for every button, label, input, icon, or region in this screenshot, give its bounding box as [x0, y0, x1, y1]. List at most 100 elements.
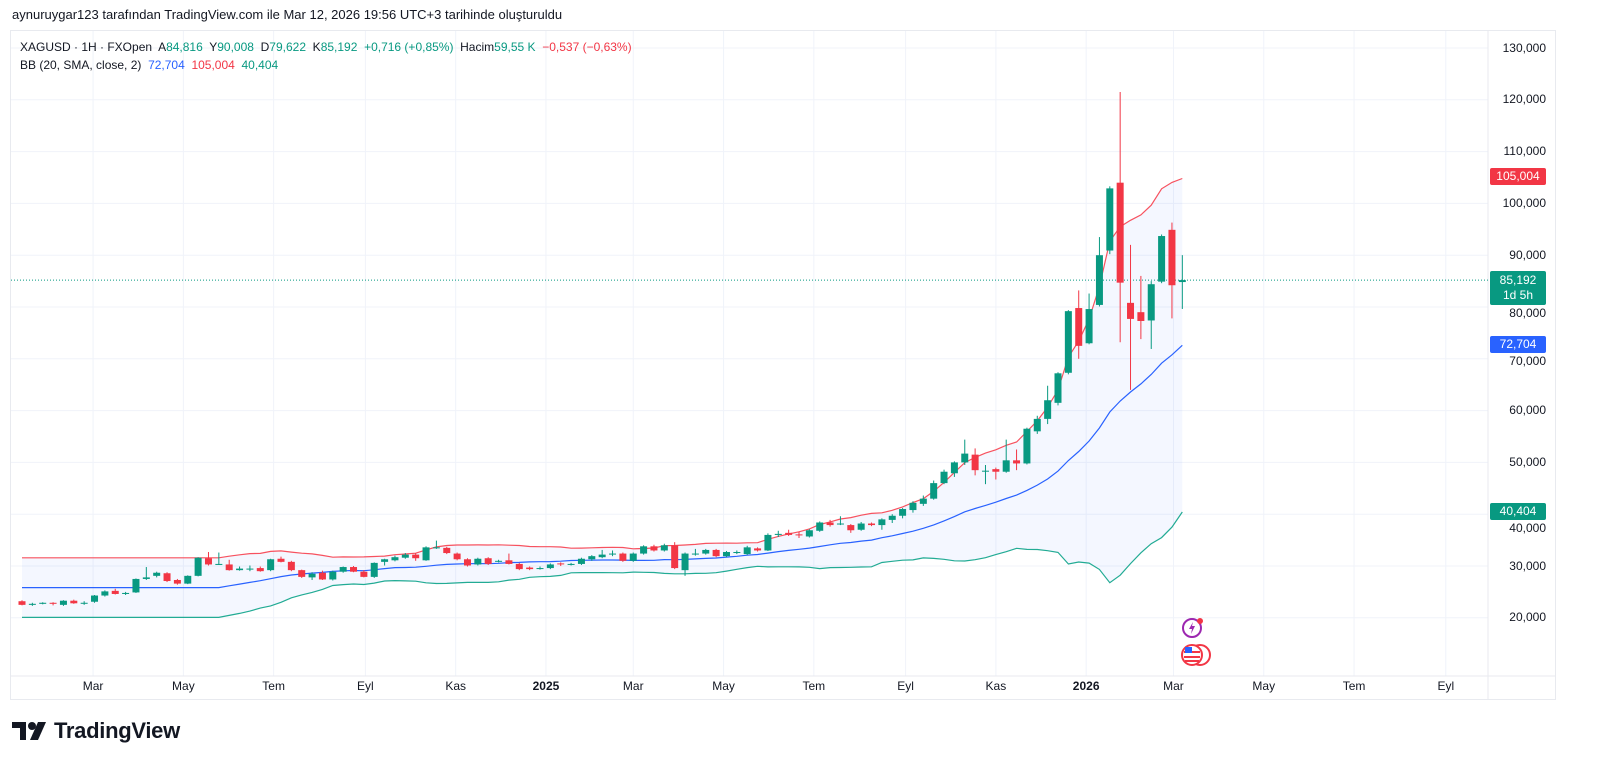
us-flag-event-icon[interactable]: [1180, 643, 1212, 672]
candle: [526, 566, 534, 571]
candle-body: [236, 568, 244, 571]
candle-body: [484, 558, 492, 564]
candle-body: [1127, 302, 1135, 319]
candle: [101, 590, 109, 597]
bb-basis-value: 72,704: [148, 58, 185, 72]
time-tick-label: May: [712, 679, 735, 693]
candle: [298, 569, 306, 578]
candle-body: [1158, 236, 1166, 282]
candle: [432, 540, 440, 549]
candle: [194, 557, 202, 577]
candle: [1147, 281, 1155, 349]
symbol-label[interactable]: XAGUSD · 1H · FXOpen: [20, 40, 153, 54]
candle: [70, 599, 78, 604]
candle: [836, 516, 844, 526]
candle: [1054, 372, 1062, 406]
candle-body: [660, 545, 668, 551]
candle-body: [1147, 284, 1155, 321]
candle: [992, 467, 1000, 480]
candle: [619, 552, 627, 562]
candle-body: [142, 577, 150, 579]
time-tick-label: Mar: [622, 679, 644, 693]
candle: [629, 552, 637, 562]
candle-body: [381, 559, 389, 562]
candle-body: [225, 564, 233, 571]
candle-body: [899, 509, 907, 516]
candle-body: [204, 558, 212, 565]
candle-body: [1178, 280, 1186, 283]
bollinger-bands: [22, 177, 1183, 619]
candle: [660, 543, 668, 552]
candle-body: [795, 534, 803, 536]
time-tick-label: 2025: [532, 679, 560, 693]
candle-body: [350, 567, 358, 572]
candle: [868, 522, 876, 527]
candle: [505, 553, 513, 565]
candle-body: [567, 563, 575, 565]
candle-body: [609, 553, 617, 555]
grid: [11, 31, 1555, 700]
candle-body: [101, 591, 109, 596]
candle: [122, 591, 130, 596]
candle-body: [961, 453, 969, 463]
candle-body: [1054, 373, 1062, 403]
candle-body: [1013, 460, 1021, 464]
candle-body: [909, 502, 917, 511]
candle: [1023, 427, 1031, 465]
candle: [1044, 385, 1052, 425]
time-tick-label: Kas: [985, 679, 1007, 693]
bb-fill: [22, 178, 1183, 618]
candle: [826, 519, 834, 527]
candle-body: [691, 553, 699, 555]
candle-body: [805, 530, 813, 537]
close-label: K: [312, 40, 321, 54]
high-value: 90,008: [217, 40, 254, 54]
candle-body: [671, 545, 679, 569]
time-tick-label: Mar: [82, 679, 104, 693]
candle-body: [754, 548, 762, 551]
candle-body: [526, 567, 534, 570]
candle-body: [70, 600, 78, 604]
candle-body: [474, 558, 482, 565]
last-price-value: 85,192: [1499, 273, 1537, 288]
candle-body: [868, 523, 876, 526]
tradingview-logo[interactable]: TradingView: [12, 718, 180, 744]
candle-body: [940, 471, 948, 484]
candle-body: [267, 559, 275, 571]
candle: [702, 548, 710, 555]
candle: [1178, 255, 1186, 309]
price-tick-label: 100,000: [1502, 195, 1546, 210]
economic-event-icon[interactable]: [1181, 616, 1205, 645]
candle: [173, 578, 181, 585]
candle: [59, 600, 67, 606]
candle: [1002, 439, 1010, 473]
candle-body: [432, 547, 440, 549]
candle-body: [1033, 418, 1041, 432]
time-tick-label: Eyl: [897, 679, 914, 693]
candle-body: [277, 558, 285, 562]
candle: [1095, 237, 1103, 307]
candle: [691, 548, 699, 556]
candle-body: [950, 462, 958, 474]
candle: [671, 542, 679, 570]
bb-upper-line: [22, 177, 1183, 559]
candle: [142, 567, 150, 580]
candle-body: [733, 552, 741, 554]
candle: [246, 565, 254, 572]
open-value: 84,816: [166, 40, 203, 54]
price-tick-label: 130,000: [1502, 40, 1546, 55]
bb-label[interactable]: BB (20, SMA, close, 2): [20, 58, 142, 72]
time-tick-label: Tem: [1342, 679, 1366, 693]
candle-body: [619, 553, 627, 561]
candle: [795, 531, 803, 539]
candle-body: [536, 568, 544, 570]
candle-body: [971, 454, 979, 471]
candle-body: [370, 562, 378, 577]
candle: [339, 566, 347, 573]
candle-body: [1085, 309, 1093, 344]
last-price-tag: 85,192 1d 5h: [1490, 271, 1546, 306]
candle: [463, 558, 471, 567]
candles: [18, 92, 1186, 606]
candle: [391, 555, 399, 562]
